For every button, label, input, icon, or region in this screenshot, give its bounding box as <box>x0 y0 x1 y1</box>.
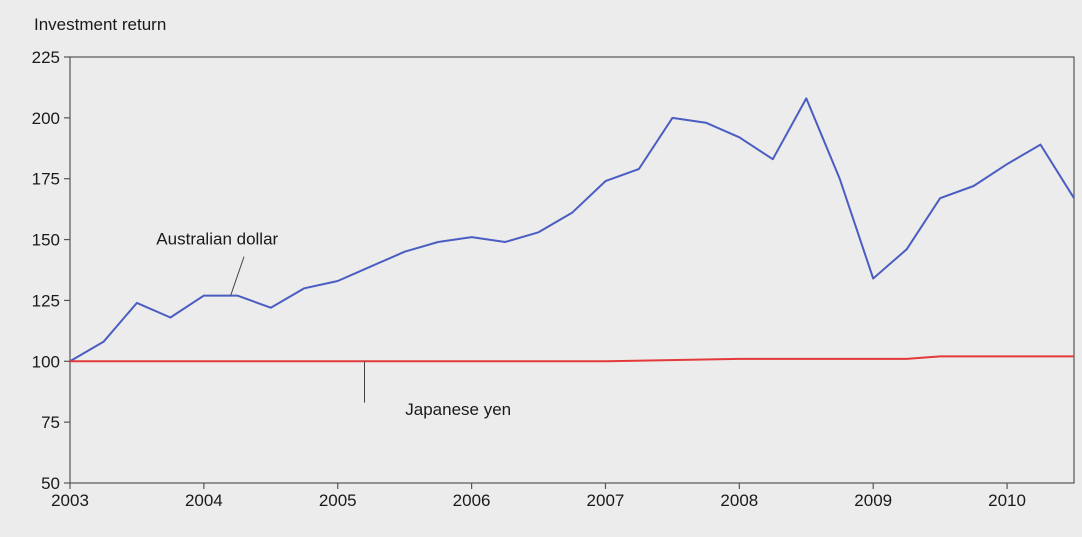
series-annotation-label: Australian dollar <box>156 229 278 248</box>
x-tick-label: 2005 <box>319 491 357 510</box>
y-tick-label: 225 <box>32 48 60 67</box>
series-annotation-label: Japanese yen <box>405 400 511 419</box>
y-tick-label: 125 <box>32 291 60 310</box>
y-tick-label: 200 <box>32 109 60 128</box>
x-tick-label: 2003 <box>51 491 89 510</box>
y-tick-label: 75 <box>41 413 60 432</box>
x-tick-label: 2010 <box>988 491 1026 510</box>
annotation-layer: Australian dollar Japanese yen <box>156 229 511 418</box>
x-tick-label: 2008 <box>720 491 758 510</box>
japanese-yen-series-line <box>70 356 1074 361</box>
x-tick-label: 2004 <box>185 491 223 510</box>
x-tick-label: 2009 <box>854 491 892 510</box>
plot-frame <box>70 57 1074 483</box>
x-axis-ticks: 2003 2004 2005 2006 2007 2008 2009 2010 <box>51 483 1026 510</box>
y-tick-label: 100 <box>32 352 60 371</box>
y-tick-label: 150 <box>32 231 60 250</box>
annotation-leader-line <box>231 257 244 296</box>
x-tick-label: 2007 <box>587 491 625 510</box>
y-tick-label: 175 <box>32 170 60 189</box>
y-axis-label: Investment return <box>34 15 166 34</box>
x-tick-label: 2006 <box>453 491 491 510</box>
